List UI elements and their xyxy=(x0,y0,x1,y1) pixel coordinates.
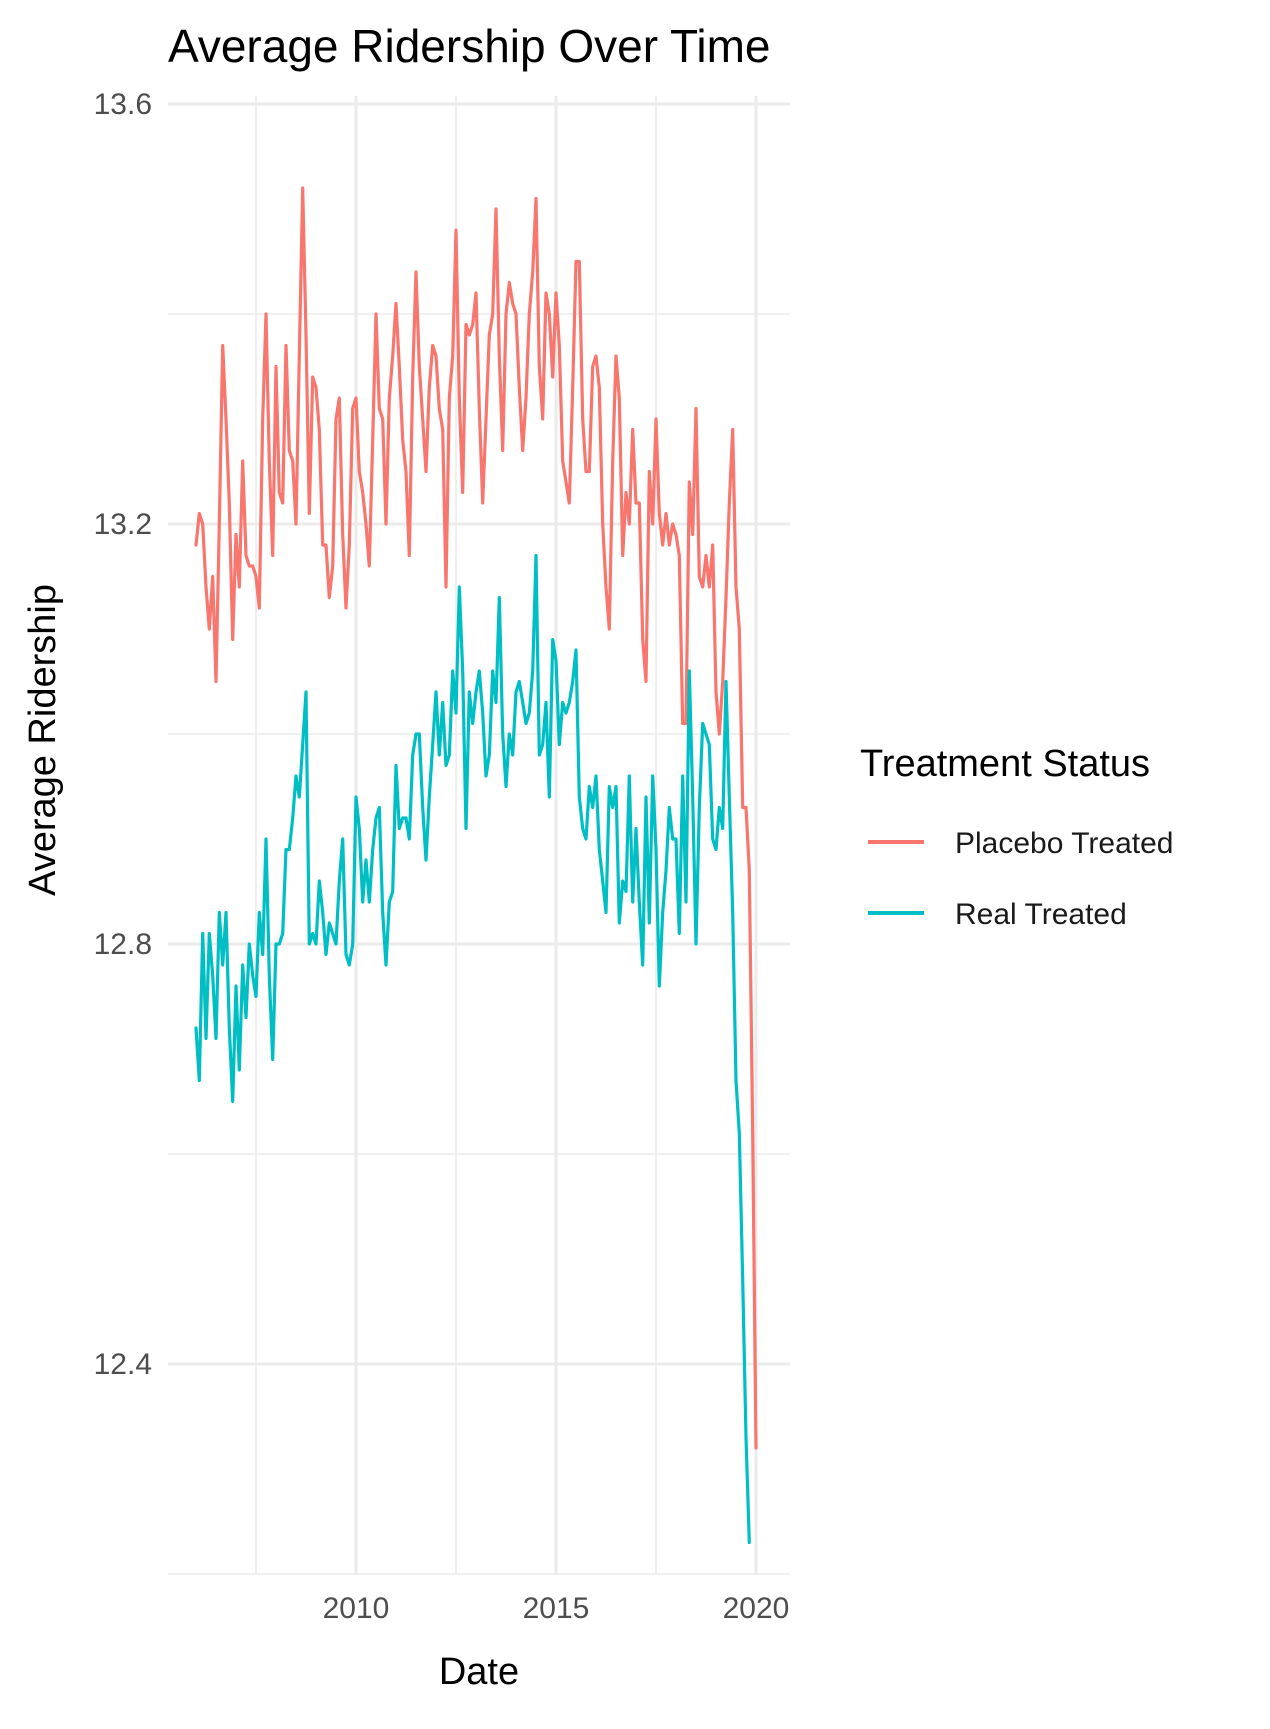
tick-labels: 12.4 12.8 13.2 13.6 2010 2015 2020 xyxy=(94,88,790,1625)
legend: Treatment Status Placebo Treated Real Tr… xyxy=(860,743,1173,931)
y-tick-label: 12.8 xyxy=(94,928,152,961)
x-tick-label: 2015 xyxy=(523,1592,590,1625)
x-tick-label: 2020 xyxy=(723,1592,790,1625)
series-layer xyxy=(194,186,758,1545)
chart-title: Average Ridership Over Time xyxy=(168,20,771,72)
legend-label-placebo-treated: Placebo Treated xyxy=(955,827,1173,860)
x-tick-label: 2010 xyxy=(323,1592,390,1625)
y-axis-title: Average Ridership xyxy=(22,584,64,896)
series-line-real-treated xyxy=(194,553,751,1545)
series-line-placebo-treated xyxy=(194,186,758,1450)
legend-title: Treatment Status xyxy=(860,743,1150,785)
legend-label-real-treated: Real Treated xyxy=(955,898,1127,931)
y-tick-label: 12.4 xyxy=(94,1348,152,1381)
x-axis-title: Date xyxy=(439,1651,519,1693)
y-tick-label: 13.6 xyxy=(94,88,152,121)
grid xyxy=(168,96,790,1575)
y-tick-label: 13.2 xyxy=(94,508,152,541)
